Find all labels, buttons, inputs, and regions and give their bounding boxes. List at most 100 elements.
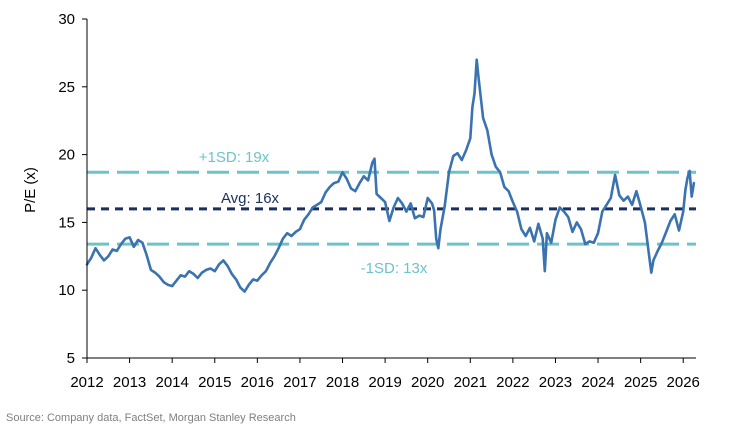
pe-data-point	[307, 213, 310, 215]
pe-data-point	[554, 219, 557, 221]
pe-data-point	[337, 181, 339, 183]
pe-data-point	[431, 202, 433, 204]
pe-data-point	[107, 255, 109, 257]
pe-data-point	[261, 274, 263, 276]
pe-data-point	[529, 227, 531, 229]
pe-data-point	[665, 231, 667, 233]
pe-data-point	[437, 247, 439, 249]
pe-data-point	[286, 232, 288, 234]
x-tick-label: 2022	[496, 374, 529, 391]
pe-data-point	[269, 262, 271, 264]
x-tick-label: 2020	[411, 374, 444, 391]
pe-data-point	[650, 272, 652, 274]
x-tick-label: 2026	[667, 374, 700, 391]
pe-data-point	[226, 265, 229, 267]
pe-data-point	[244, 291, 246, 293]
pe-data-point	[439, 228, 442, 230]
pe-data-point	[414, 217, 416, 219]
pe-data-point	[218, 263, 220, 265]
pe-data-point	[418, 215, 420, 217]
pe-data-point	[209, 267, 212, 270]
pe-data-point	[235, 278, 237, 280]
axes	[86, 19, 696, 359]
y-tick-label: 5	[67, 350, 75, 367]
pe-data-point	[410, 202, 412, 204]
pe-data-point	[312, 206, 314, 209]
minus-1sd-label: -1SD: 13x	[361, 260, 428, 277]
pe-data-point	[329, 186, 331, 188]
pe-data-point	[610, 197, 612, 199]
pe-data-point	[601, 211, 603, 213]
pe-data-point	[350, 187, 352, 190]
pe-data-point	[614, 174, 616, 176]
pe-data-point	[363, 175, 365, 177]
plus-1sd-label: +1SD: 19x	[199, 149, 270, 166]
pe-data-point	[533, 240, 535, 242]
pe-data-point	[90, 257, 92, 259]
x-tick-label: 2015	[198, 374, 231, 391]
pe-data-point	[580, 228, 582, 230]
pe-data-point	[184, 276, 186, 278]
pe-data-point	[503, 186, 505, 188]
pe-data-point	[341, 171, 344, 173]
x-tick-label: 2018	[326, 374, 359, 391]
pe-data-point	[537, 223, 540, 225]
pe-data-point	[684, 189, 687, 191]
pe-data-point	[175, 280, 177, 282]
pe-data-point	[631, 204, 633, 206]
pe-data-point	[444, 205, 446, 207]
x-tick-label: 2014	[155, 374, 188, 391]
pe-data-point	[120, 243, 122, 245]
pe-data-point	[376, 193, 378, 195]
pe-data-point	[273, 255, 275, 257]
y-tick-label: 15	[58, 214, 75, 231]
pe-data-point	[473, 93, 476, 95]
pe-data-point	[388, 220, 390, 222]
pe-data-point	[495, 166, 497, 168]
source-note: Source: Company data, FactSet, Morgan St…	[6, 412, 296, 424]
pe-data-point	[559, 206, 561, 209]
pe-data-point	[606, 204, 608, 206]
pe-data-point	[231, 273, 233, 275]
pe-data-point	[482, 117, 484, 119]
pe-data-point	[469, 137, 471, 139]
pe-data-point	[129, 236, 131, 238]
pe-data-point	[499, 171, 501, 173]
pe-data-point	[491, 154, 493, 156]
pe-data-point	[222, 259, 224, 261]
pe-data-point	[588, 240, 591, 242]
pe-data-point	[320, 201, 322, 203]
pe-data-point	[163, 281, 165, 283]
pe-data-point	[188, 270, 190, 272]
pe-data-point	[508, 190, 510, 192]
x-tick-label: 2012	[70, 374, 103, 391]
pe-data-point	[516, 211, 518, 213]
pe-data-point	[465, 149, 467, 152]
pe-data-point	[214, 270, 216, 272]
pe-data-point	[154, 272, 156, 274]
pe-data-point	[295, 231, 297, 233]
x-tick-label: 2021	[454, 374, 487, 391]
pe-data-point	[669, 220, 672, 222]
pe-data-point	[265, 270, 267, 272]
pe-data-point	[141, 242, 143, 244]
series-group	[85, 58, 696, 293]
pe-data-point	[550, 242, 552, 244]
pe-data-point	[94, 247, 97, 249]
pe-data-point	[689, 170, 691, 172]
pe-data-point	[544, 270, 546, 272]
pe-data-point	[476, 59, 478, 61]
pe-data-point	[133, 246, 135, 248]
pe-data-point	[657, 250, 659, 252]
pe-data-point	[103, 259, 105, 261]
pe-data-point	[674, 213, 676, 215]
y-axis-label: P/E (x)	[22, 167, 39, 213]
pe-data-point	[471, 106, 473, 108]
pe-data-point	[546, 232, 548, 234]
y-tick-label: 20	[58, 147, 75, 164]
pe-data-point	[478, 79, 480, 81]
pe-data-point	[205, 269, 207, 271]
pe-data-point	[137, 239, 139, 241]
pe-data-point	[192, 273, 195, 275]
